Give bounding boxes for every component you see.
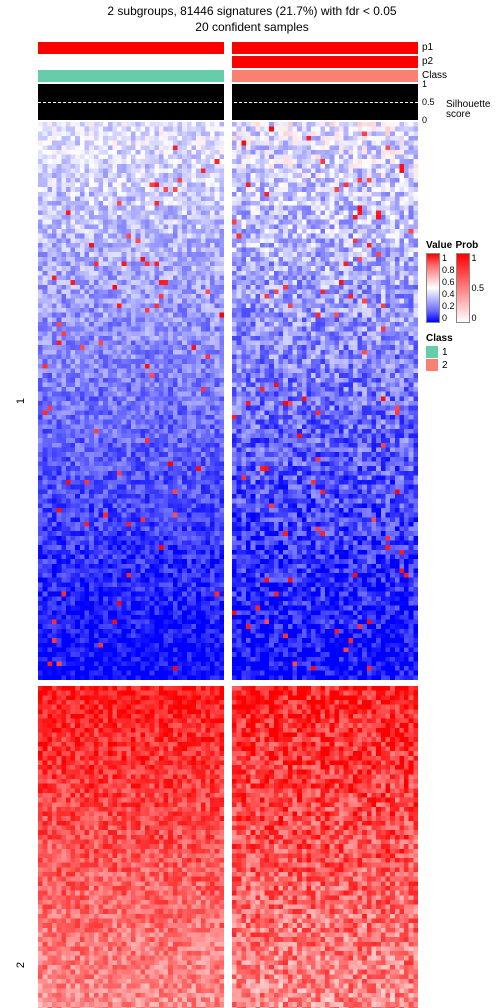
legend-value-prob: Value 10.80.60.40.20 Prob 10.50 <box>426 240 502 323</box>
heatmap-cell-2-left <box>38 686 224 1008</box>
heatmap-area: p1p2Class10.50Silhouette score 12 <box>38 42 418 498</box>
anno-cell <box>232 42 418 54</box>
chart-title: 2 subgroups, 81446 signatures (21.7%) wi… <box>0 0 504 35</box>
anno-row-class <box>38 70 418 82</box>
anno-cell <box>38 70 224 82</box>
legend-prob-gradient <box>456 253 470 323</box>
anno-row-p1 <box>38 42 418 54</box>
title-line-2: 20 confident samples <box>0 20 504 36</box>
legend-value-gradient <box>426 253 440 323</box>
legend-tick: 0.6 <box>442 277 455 287</box>
title-line-1: 2 subgroups, 81446 signatures (21.7%) wi… <box>0 4 504 20</box>
legend-prob-ticks: 10.50 <box>471 253 485 323</box>
heatmap-cell-1-right <box>232 122 418 680</box>
legend-value-ticks: 1 0.8 0.6 0.4 0.2 0 <box>441 253 455 323</box>
legend-tick: 0.5 <box>472 283 485 293</box>
anno-cell <box>38 42 224 54</box>
legend-tick: 0.4 <box>442 289 455 299</box>
anno-label-p1: p1 <box>422 42 433 53</box>
anno-row-silhouette <box>38 84 418 120</box>
legend-class-item: 1 <box>426 346 502 358</box>
heatmap-cell-1-left <box>38 122 224 680</box>
legend-class-item: 2 <box>426 359 502 371</box>
legend-tick: 0 <box>472 313 485 323</box>
silhouette-tick: 0 <box>422 115 427 125</box>
anno-cell <box>38 56 224 68</box>
heatmap-row-2: 2 <box>38 686 418 1008</box>
legend-value-title: Value <box>426 240 452 251</box>
row-label-2: 2 <box>15 962 27 968</box>
legend-tick: 0.8 <box>442 265 455 275</box>
heatmap-row-1: 1 <box>38 122 418 680</box>
heatmap-cell-2-right <box>232 686 418 1008</box>
anno-label-silhouette: Silhouette score <box>446 100 490 120</box>
silhouette-tick: 1 <box>422 79 427 89</box>
swatch <box>426 346 438 358</box>
swatch <box>426 359 438 371</box>
anno-cell <box>232 56 418 68</box>
anno-row-p2 <box>38 56 418 68</box>
heatmap-grid: 12 <box>38 122 418 507</box>
legend-prob-title: Prob <box>456 240 479 251</box>
legend-area: Value 10.80.60.40.20 Prob 10.50 Class 12 <box>426 240 502 381</box>
row-label-1: 1 <box>15 398 27 404</box>
swatch-label: 2 <box>442 360 448 371</box>
legend-class: Class 12 <box>426 333 502 371</box>
legend-class-title: Class <box>426 333 453 344</box>
legend-tick: 1 <box>442 253 455 263</box>
legend-tick: 0 <box>442 313 455 323</box>
legend-tick: 1 <box>472 253 485 263</box>
silhouette-tick: 0.5 <box>422 97 435 107</box>
legend-tick: 0.2 <box>442 301 455 311</box>
anno-label-p2: p2 <box>422 56 433 67</box>
annotation-stack: p1p2Class10.50Silhouette score <box>38 42 418 120</box>
anno-cell <box>232 70 418 82</box>
legend-class-items: 12 <box>426 346 502 371</box>
swatch-label: 1 <box>442 347 448 358</box>
silhouette-dash <box>38 102 418 103</box>
